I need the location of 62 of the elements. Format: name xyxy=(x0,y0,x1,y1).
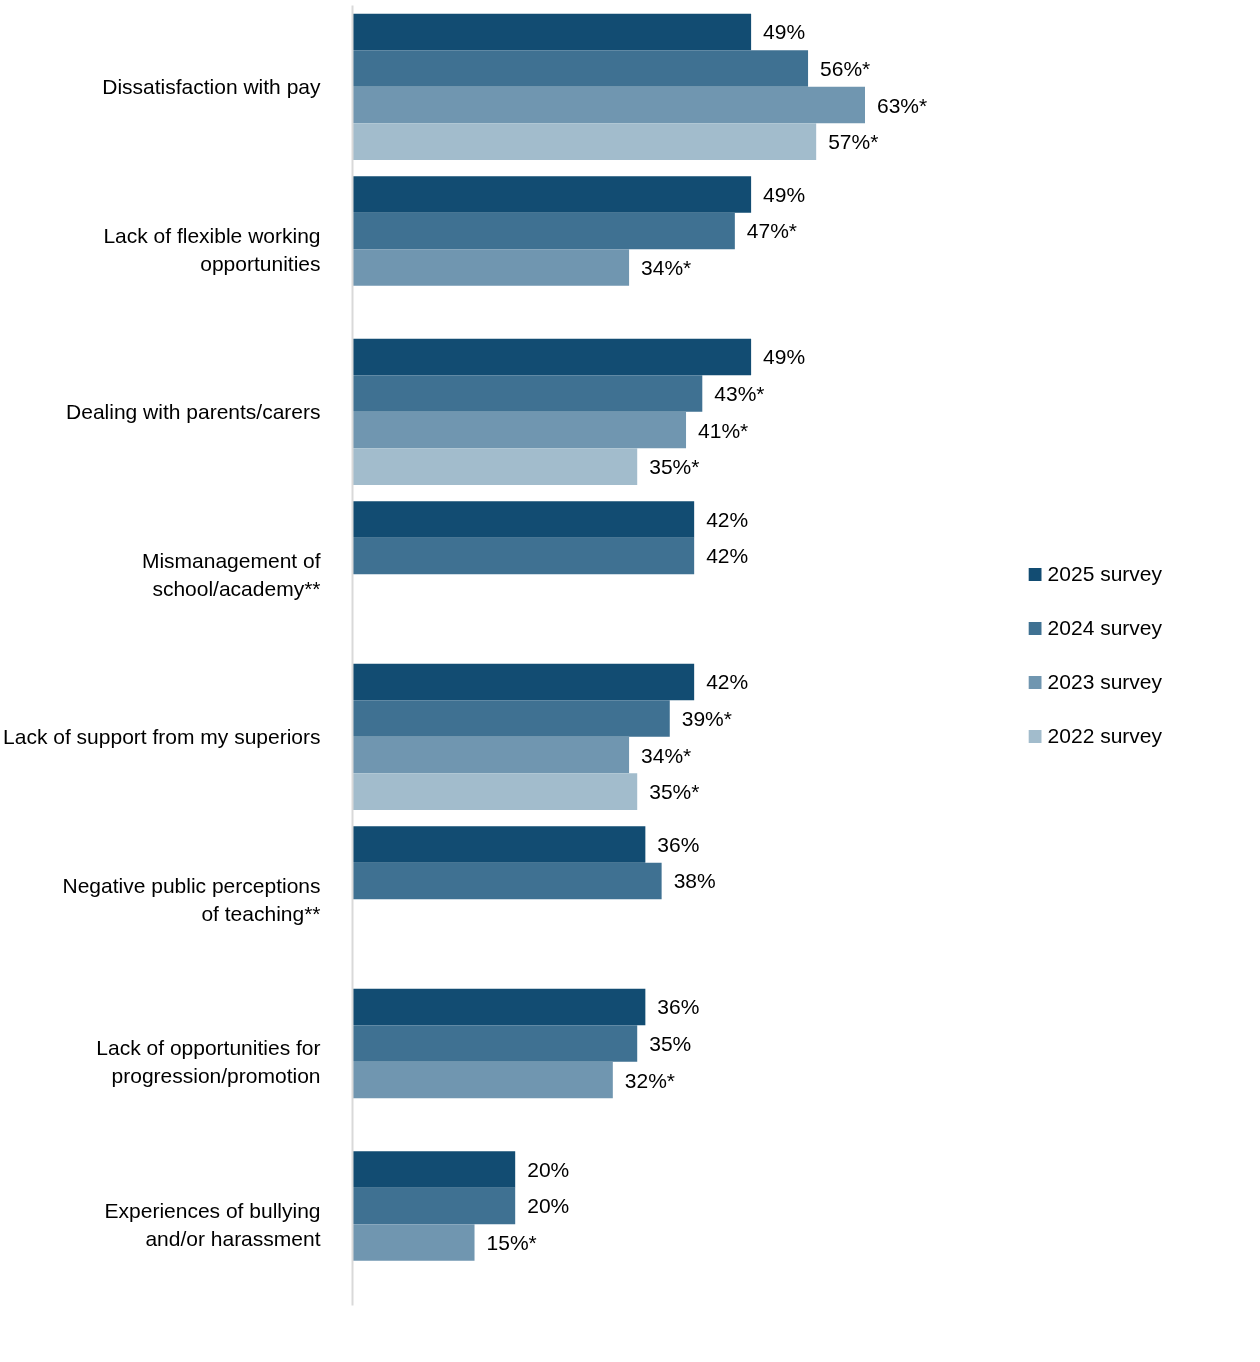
legend-label: 2022 survey xyxy=(1047,724,1162,748)
data-label: 42% xyxy=(706,507,749,531)
bar xyxy=(352,736,630,774)
legend-label: 2024 survey xyxy=(1047,616,1162,640)
data-label: 32%* xyxy=(624,1068,676,1092)
bar xyxy=(352,50,809,87)
bar xyxy=(352,176,752,213)
data-label: 35%* xyxy=(649,780,700,804)
y-tick-label: Lack of support from my superiors xyxy=(3,725,321,749)
data-label: 34%* xyxy=(641,256,692,280)
data-label: 56%* xyxy=(820,56,871,80)
y-tick-label: Lack of flexible working opportunities xyxy=(103,223,321,275)
y-tick-label: Negative public perceptions of teaching** xyxy=(62,873,321,925)
bar xyxy=(352,1224,475,1261)
bar xyxy=(352,375,703,412)
legend-label: 2025 survey xyxy=(1047,562,1162,586)
data-label: 39%* xyxy=(681,706,732,730)
y-tick-label: Experiences of bullying and/or harassment xyxy=(104,1198,321,1250)
data-label: 49% xyxy=(763,182,806,206)
bar xyxy=(352,773,638,810)
data-label: 42% xyxy=(706,544,749,568)
bar xyxy=(352,501,695,538)
bar xyxy=(352,1025,638,1062)
bar xyxy=(352,411,687,449)
y-tick-label: Mismanagement of school/academy** xyxy=(141,548,321,600)
data-label: 43%* xyxy=(714,381,765,405)
data-label: 36% xyxy=(657,995,700,1019)
data-label: 35%* xyxy=(649,455,700,479)
data-label: 35% xyxy=(649,1031,692,1055)
bar xyxy=(352,86,865,124)
legend-label: 2023 survey xyxy=(1047,670,1162,694)
data-label: 20% xyxy=(527,1157,570,1181)
data-label: 20% xyxy=(527,1194,570,1218)
bar xyxy=(352,862,662,900)
y-tick-label: Lack of opportunities for progression/promotion xyxy=(96,1036,321,1088)
bar xyxy=(352,663,695,701)
bar xyxy=(352,13,752,51)
data-label: 36% xyxy=(657,832,700,856)
data-label: 63%* xyxy=(877,93,928,117)
data-label: 49% xyxy=(763,20,806,44)
data-label: 42% xyxy=(706,670,749,694)
bar xyxy=(352,537,695,575)
y-tick-label: Dissatisfaction with pay xyxy=(102,75,321,99)
bar xyxy=(352,249,630,286)
data-label: 38% xyxy=(673,869,716,893)
bar xyxy=(352,338,752,376)
bar xyxy=(352,988,646,1026)
bar xyxy=(352,123,817,160)
data-label: 49% xyxy=(763,345,806,369)
data-label: 41%* xyxy=(698,418,749,442)
y-tick-label: Dealing with parents/carers xyxy=(66,400,321,424)
bar xyxy=(352,826,646,863)
data-label: 47%* xyxy=(746,219,798,243)
data-label: 34%* xyxy=(641,743,692,767)
bar xyxy=(352,1187,516,1225)
data-label: 57%* xyxy=(828,130,879,154)
data-label: 15%* xyxy=(486,1231,537,1255)
bar xyxy=(352,1151,516,1188)
bar xyxy=(352,212,735,250)
bar xyxy=(352,700,670,737)
bar xyxy=(352,1061,613,1099)
bar xyxy=(352,448,638,485)
